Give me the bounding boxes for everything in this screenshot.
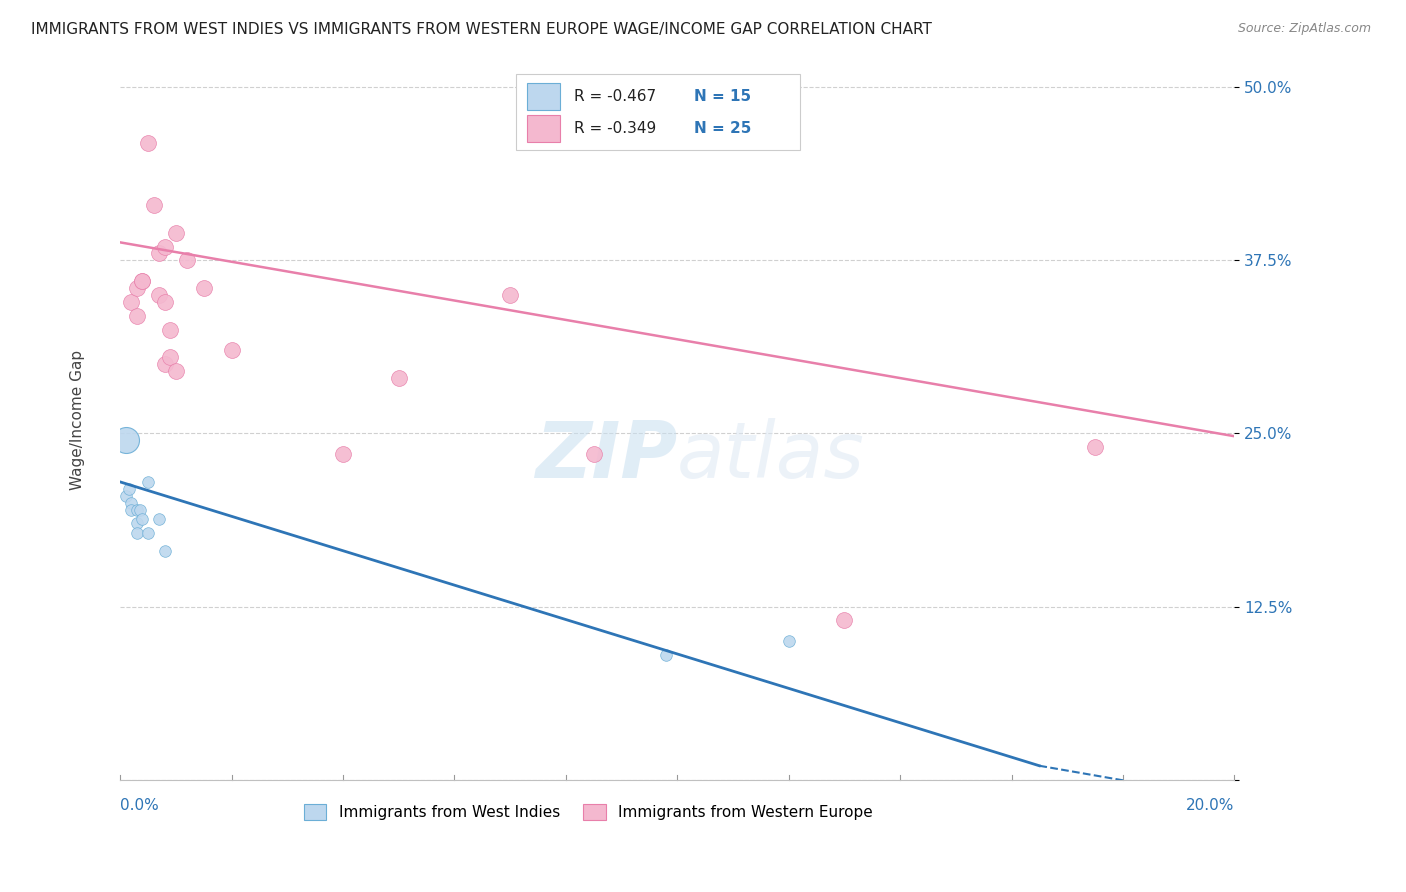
Point	[165, 226, 187, 240]
Point	[655, 648, 678, 662]
Point	[136, 136, 159, 150]
Point	[125, 502, 148, 516]
Text: N = 25: N = 25	[695, 121, 751, 136]
Point	[148, 246, 170, 260]
Point	[142, 198, 165, 212]
Point	[165, 364, 187, 378]
Point	[125, 309, 148, 323]
Text: 0.0%: 0.0%	[120, 797, 159, 813]
Point	[778, 634, 800, 648]
Text: IMMIGRANTS FROM WEST INDIES VS IMMIGRANTS FROM WESTERN EUROPE WAGE/INCOME GAP CO: IMMIGRANTS FROM WEST INDIES VS IMMIGRANT…	[31, 22, 932, 37]
Point	[117, 482, 139, 496]
Point	[388, 371, 411, 385]
Text: Wage/Income Gap: Wage/Income Gap	[70, 350, 86, 490]
Point	[159, 351, 181, 365]
Point	[114, 489, 136, 503]
Point	[159, 323, 181, 337]
Point	[582, 447, 605, 461]
Point	[834, 613, 856, 627]
Text: 20.0%: 20.0%	[1187, 797, 1234, 813]
Point	[120, 294, 142, 309]
Point	[131, 512, 153, 526]
Point	[114, 434, 136, 448]
Bar	[527, 83, 560, 110]
Point	[148, 512, 170, 526]
Text: R = -0.467: R = -0.467	[574, 89, 655, 103]
Text: R = -0.349: R = -0.349	[574, 121, 655, 136]
Point	[128, 502, 150, 516]
Point	[221, 343, 243, 358]
Point	[148, 288, 170, 302]
Bar	[527, 115, 560, 143]
Point	[193, 281, 215, 295]
Point	[125, 516, 148, 531]
FancyBboxPatch shape	[516, 74, 800, 150]
Point	[153, 544, 176, 558]
Point	[136, 526, 159, 541]
Point	[120, 502, 142, 516]
Text: ZIP: ZIP	[536, 417, 678, 493]
Point	[120, 496, 142, 510]
Point	[131, 274, 153, 288]
Point	[499, 288, 522, 302]
Point	[332, 447, 354, 461]
Point	[125, 281, 148, 295]
Point	[131, 274, 153, 288]
Point	[153, 239, 176, 253]
Point	[153, 294, 176, 309]
Legend: Immigrants from West Indies, Immigrants from Western Europe: Immigrants from West Indies, Immigrants …	[298, 797, 879, 826]
Point	[1084, 440, 1107, 454]
Text: N = 15: N = 15	[695, 89, 751, 103]
Point	[176, 253, 198, 268]
Text: atlas: atlas	[678, 417, 865, 493]
Point	[136, 475, 159, 489]
Text: Source: ZipAtlas.com: Source: ZipAtlas.com	[1237, 22, 1371, 36]
Point	[125, 526, 148, 541]
Point	[153, 357, 176, 371]
